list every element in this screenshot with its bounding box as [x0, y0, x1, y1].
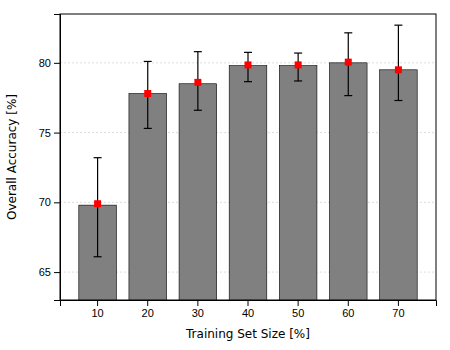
error-cap-upper: [94, 157, 102, 158]
error-cap-upper: [344, 32, 352, 33]
x-tick: 10: [91, 300, 103, 319]
x-tick-mark: [398, 300, 399, 306]
y-tick-label: 80: [39, 57, 51, 69]
x-tick: 70: [392, 300, 404, 319]
x-tick-label: 10: [91, 307, 103, 319]
chart: 10 20 30 40 50 60 70 65 70 75 80 Training Set Size …: [0, 0, 450, 350]
y-axis-title: Overall Accuracy [%]: [5, 94, 19, 220]
error-cap-upper: [294, 52, 302, 53]
x-tick-label: 50: [292, 307, 304, 319]
x-axis-title: Training Set Size [%]: [185, 327, 310, 341]
plot-area: [79, 25, 417, 300]
error-cap-upper: [394, 25, 402, 26]
error-bar: [398, 25, 399, 100]
error-cap-lower: [244, 81, 252, 82]
marker: [94, 200, 101, 207]
error-cap-upper: [194, 51, 202, 52]
marker: [345, 59, 352, 66]
marker: [295, 61, 302, 68]
marker: [245, 61, 252, 68]
error-cap-lower: [344, 95, 352, 96]
y-axis-line: [54, 15, 61, 301]
x-tick-mark: [348, 300, 349, 306]
x-tick: 50: [292, 300, 304, 319]
error-cap-lower: [294, 80, 302, 81]
x-tick-mark: [248, 300, 249, 306]
y-tick: 70: [39, 196, 60, 208]
marker: [144, 90, 151, 97]
series-0: [79, 63, 417, 300]
x-axis: 10 20 30 40 50 60 70: [61, 300, 437, 319]
x-tick-label: 30: [192, 307, 204, 319]
x-tick-label: 60: [342, 307, 354, 319]
y-tick-label: 65: [39, 266, 51, 278]
x-tick-label: 20: [142, 307, 154, 319]
y-tick-label: 70: [39, 196, 51, 208]
error-cap-lower: [144, 128, 152, 129]
x-tick-label: 40: [242, 307, 254, 319]
x-tick-label: 70: [392, 307, 404, 319]
y-tick: 75: [39, 127, 60, 139]
bar: [279, 66, 317, 300]
bar: [229, 66, 267, 300]
x-tick-mark: [147, 300, 148, 306]
x-tick: 60: [342, 300, 354, 319]
series-1: [94, 25, 403, 257]
bar: [380, 70, 418, 300]
x-tick: 40: [242, 300, 254, 319]
y-tick-label: 75: [39, 127, 51, 139]
x-tick-mark: [197, 300, 198, 306]
plot-frame: [60, 14, 436, 300]
error-cap-upper: [144, 61, 152, 62]
y-tick-mark: [54, 272, 60, 273]
error-cap-upper: [244, 52, 252, 53]
x-axis-line: [61, 301, 437, 307]
bar: [179, 84, 217, 300]
error-cap-lower: [394, 100, 402, 101]
error-cap-lower: [94, 256, 102, 257]
bar: [329, 63, 367, 300]
marker: [194, 79, 201, 86]
x-tick: 30: [192, 300, 204, 319]
y-tick-mark: [54, 133, 60, 134]
marker: [395, 66, 402, 73]
y-axis: 65 70 75 80: [39, 15, 61, 301]
x-tick: 20: [142, 300, 154, 319]
y-tick: 65: [39, 266, 60, 278]
y-tick-mark: [54, 63, 60, 64]
x-tick-mark: [97, 300, 98, 306]
x-tick-mark: [298, 300, 299, 306]
y-tick: 80: [39, 57, 60, 69]
y-tick-mark: [54, 202, 60, 203]
error-cap-lower: [194, 110, 202, 111]
